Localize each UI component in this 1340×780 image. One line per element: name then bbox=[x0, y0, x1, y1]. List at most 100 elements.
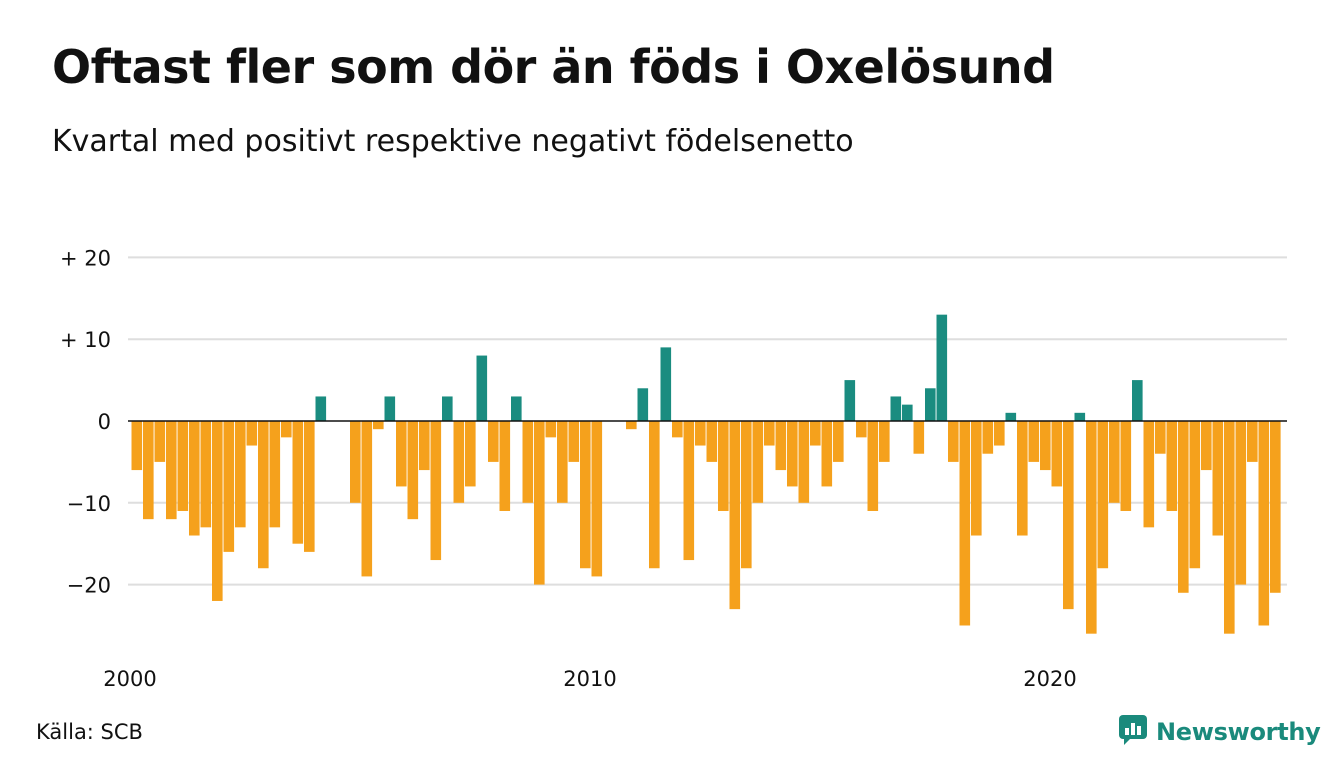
bar bbox=[1201, 421, 1212, 471]
bar bbox=[315, 396, 327, 421]
bar bbox=[741, 421, 752, 569]
bar bbox=[787, 421, 798, 487]
bar bbox=[660, 347, 672, 421]
bar bbox=[994, 421, 1005, 446]
bar bbox=[706, 421, 718, 462]
bar bbox=[752, 421, 764, 503]
bar bbox=[1155, 421, 1166, 454]
bar bbox=[971, 421, 982, 536]
bar bbox=[269, 421, 281, 528]
bar bbox=[465, 421, 476, 487]
bar bbox=[534, 421, 545, 585]
bar bbox=[591, 421, 603, 577]
bar bbox=[1178, 421, 1189, 593]
bar bbox=[488, 421, 499, 462]
bar bbox=[729, 421, 741, 610]
bar bbox=[1143, 421, 1155, 528]
bar bbox=[223, 421, 235, 552]
bar bbox=[1247, 421, 1258, 462]
bar bbox=[499, 421, 511, 511]
bar bbox=[476, 355, 488, 421]
x-tick-label: 2010 bbox=[563, 667, 616, 691]
bar bbox=[1258, 421, 1270, 626]
bar bbox=[212, 421, 223, 601]
bar bbox=[1017, 421, 1028, 536]
bar bbox=[373, 421, 384, 430]
bar bbox=[1074, 412, 1086, 421]
bar bbox=[1166, 421, 1178, 511]
bar bbox=[545, 421, 557, 438]
chart-title: Oftast fler som dör än föds i Oxelösund bbox=[52, 40, 1055, 94]
bar bbox=[775, 421, 787, 471]
bar bbox=[1120, 421, 1132, 511]
bar bbox=[419, 421, 430, 471]
bar bbox=[718, 421, 729, 511]
bar bbox=[511, 396, 522, 421]
bar bbox=[798, 421, 810, 503]
bar bbox=[1235, 421, 1247, 585]
x-tick-label: 2000 bbox=[103, 667, 156, 691]
bar bbox=[810, 421, 821, 446]
bar bbox=[683, 421, 695, 561]
x-tick-label: 2020 bbox=[1023, 667, 1076, 691]
bar bbox=[189, 421, 200, 536]
y-tick-label: + 10 bbox=[60, 328, 111, 352]
bar bbox=[384, 396, 396, 421]
bar bbox=[695, 421, 706, 446]
bar bbox=[1028, 421, 1040, 462]
bar bbox=[1224, 421, 1235, 634]
bar bbox=[1051, 421, 1063, 487]
bar bbox=[580, 421, 591, 569]
brand-logo[interactable]: Newsworthy bbox=[1118, 714, 1321, 750]
bar bbox=[637, 388, 649, 421]
bar bbox=[626, 421, 637, 430]
bar bbox=[902, 404, 913, 421]
bar bbox=[879, 421, 890, 462]
bar bbox=[361, 421, 373, 577]
bar bbox=[246, 421, 258, 446]
y-tick-label: −20 bbox=[67, 574, 111, 598]
bar bbox=[1189, 421, 1201, 569]
bar bbox=[1132, 380, 1143, 421]
bar bbox=[821, 421, 833, 487]
bar bbox=[557, 421, 568, 503]
bar bbox=[281, 421, 292, 438]
bar bbox=[1270, 421, 1281, 593]
y-tick-label: 0 bbox=[98, 410, 111, 434]
x-axis-ticks: 2000 2010 2020 bbox=[103, 667, 1076, 691]
bar bbox=[154, 421, 166, 462]
bar bbox=[143, 421, 154, 520]
source-note: Källa: SCB bbox=[36, 720, 143, 744]
bar bbox=[304, 421, 315, 552]
bars bbox=[131, 314, 1281, 634]
bar bbox=[350, 421, 361, 503]
bar bbox=[1063, 421, 1074, 610]
bar bbox=[844, 380, 856, 421]
bar bbox=[396, 421, 407, 487]
bar bbox=[913, 421, 925, 454]
bar bbox=[200, 421, 212, 528]
bar bbox=[131, 421, 143, 471]
bar bbox=[442, 396, 453, 421]
bar bbox=[948, 421, 959, 462]
bar bbox=[672, 421, 683, 438]
bar bbox=[982, 421, 994, 454]
y-tick-label: + 20 bbox=[60, 246, 111, 270]
bar bbox=[407, 421, 419, 520]
bar bbox=[1005, 412, 1017, 421]
bar bbox=[453, 421, 465, 503]
bar bbox=[177, 421, 189, 511]
bar bbox=[764, 421, 775, 446]
bar bbox=[649, 421, 660, 569]
brand-name: Newsworthy bbox=[1156, 718, 1321, 746]
bar bbox=[925, 388, 936, 421]
newsworthy-logo-icon bbox=[1118, 714, 1148, 750]
y-tick-label: −10 bbox=[67, 492, 111, 516]
bar bbox=[856, 421, 867, 438]
bar bbox=[959, 421, 971, 626]
bar bbox=[1109, 421, 1120, 503]
bar bbox=[258, 421, 269, 569]
bar bbox=[568, 421, 580, 462]
y-axis-ticks: + 20 + 10 0 −10 −20 bbox=[60, 246, 111, 597]
